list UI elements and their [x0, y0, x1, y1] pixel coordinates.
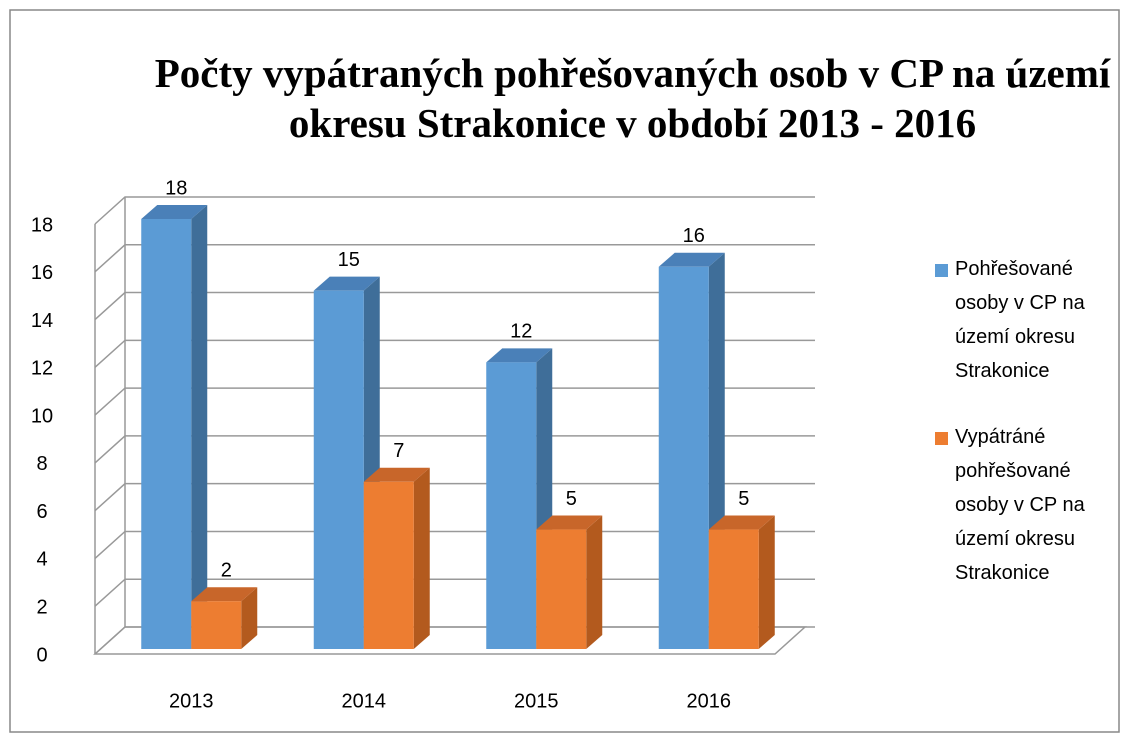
data-label: 16 [683, 225, 705, 247]
grid-line [94, 387, 815, 416]
data-label: 5 [566, 488, 577, 510]
y-tick-label: 10 [31, 405, 53, 427]
data-label: 12 [510, 321, 532, 343]
bar-top [536, 515, 603, 530]
bar [658, 266, 709, 649]
grid-line [94, 482, 815, 512]
data-label: 7 [393, 440, 404, 462]
data-label: 15 [338, 249, 360, 271]
bar-side [413, 467, 430, 649]
y-tick-label: 2 [36, 597, 47, 619]
legend-label: Vypátráné pohřešované osoby v CP na územ… [955, 426, 1085, 584]
data-label: 18 [165, 177, 187, 199]
bar-top [486, 348, 553, 363]
data-label: 5 [738, 488, 749, 510]
y-tick-label: 14 [31, 310, 53, 332]
bar [191, 601, 242, 649]
x-tick-label: 2016 [687, 690, 732, 712]
bar-side [586, 515, 603, 649]
y-tick-label: 8 [36, 453, 47, 475]
chart-title: Počty vypátraných pohřešovaných osob v C… [154, 50, 1111, 146]
grid-line [94, 435, 815, 464]
legend-item: Pohřešované osoby v CP na území okresu S… [935, 252, 1105, 388]
y-tick-label: 16 [31, 262, 53, 284]
bar [486, 362, 537, 649]
x-tick-label: 2015 [514, 690, 559, 712]
y-tick-label: 6 [36, 501, 47, 523]
x-tick-label: 2013 [169, 690, 214, 712]
y-tick-label: 0 [36, 644, 47, 666]
bar [313, 290, 364, 649]
legend-item: Vypátráné pohřešované osoby v CP na územ… [935, 420, 1105, 590]
legend-swatch [935, 264, 948, 277]
bar-top [313, 276, 380, 291]
x-tick-label: 2014 [342, 690, 387, 712]
bar [363, 481, 414, 649]
data-label: 2 [221, 560, 232, 582]
legend-label: Pohřešované osoby v CP na území okresu S… [955, 258, 1085, 382]
bar [708, 529, 759, 649]
bar-top [141, 205, 208, 219]
bar [141, 219, 192, 649]
legend-swatch [935, 432, 948, 445]
grid-line [94, 339, 815, 368]
chart-border [9, 9, 1120, 733]
bar-top [658, 252, 725, 267]
bar-top [191, 587, 258, 602]
bar-side [191, 205, 208, 649]
bar-top [363, 467, 430, 482]
y-tick-label: 4 [36, 549, 47, 571]
grid-line [94, 196, 815, 225]
bar-side [241, 587, 258, 649]
bar-top [708, 515, 775, 530]
bar [536, 529, 587, 649]
y-tick-label: 12 [31, 358, 53, 380]
y-tick-label: 18 [31, 214, 53, 236]
grid-line [94, 291, 815, 321]
bar-side [758, 515, 775, 649]
grid-line [94, 244, 815, 273]
